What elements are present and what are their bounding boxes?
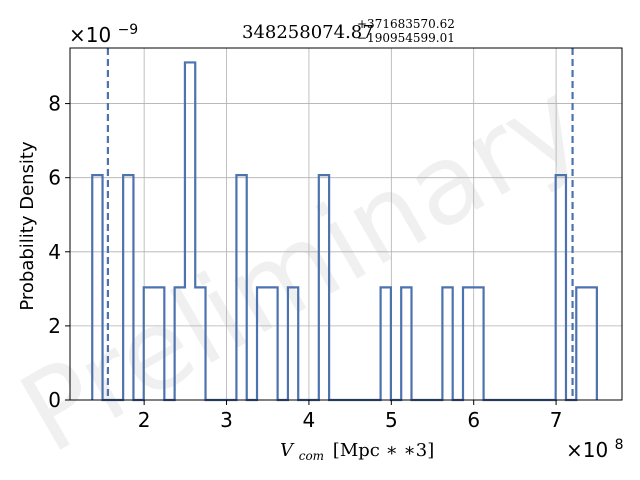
x-axis-ticks: 2 3 4 5 6 7: [138, 400, 563, 432]
y-scale-base: ×10: [69, 23, 111, 47]
y-axis-label: Probability Density: [17, 141, 38, 311]
y-scale-multiplier: ×10 −9: [69, 22, 138, 47]
x-scale-multiplier: ×10 8: [566, 437, 624, 462]
x-tick-label: 5: [385, 408, 398, 432]
y-tick-label: 8: [48, 92, 61, 116]
x-label-subscript: com: [299, 449, 324, 463]
watermark: Preliminary: [0, 56, 602, 477]
x-label-variable: V: [280, 440, 295, 461]
y-scale-exponent: −9: [118, 22, 139, 38]
y-tick-label: 0: [48, 388, 61, 412]
x-tick-label: 4: [303, 408, 316, 432]
y-tick-label: 2: [48, 314, 61, 338]
x-scale-base: ×10: [566, 438, 608, 462]
title-lower-error: −190954599.01: [357, 31, 455, 45]
x-axis-label: V com [Mpc ∗ ∗3]: [280, 440, 434, 465]
x-tick-label: 3: [220, 408, 233, 432]
x-tick-label: 2: [138, 408, 151, 432]
y-axis-ticks: 0 2 4 6 8: [48, 92, 70, 412]
x-tick-label: 6: [467, 408, 480, 432]
plot-frame: [69, 47, 623, 401]
chart-title: 348258074.87: [242, 22, 374, 43]
x-label-unit: [Mpc ∗ ∗3]: [333, 440, 434, 461]
title-upper-error: +371683570.62: [357, 17, 455, 31]
title-main: 348258074.87: [242, 22, 374, 43]
x-scale-exponent: 8: [615, 437, 624, 453]
y-tick-label: 4: [48, 240, 61, 264]
x-tick-label: 7: [550, 408, 563, 432]
quantile-lines: [106, 48, 574, 400]
y-tick-label: 6: [48, 166, 61, 190]
